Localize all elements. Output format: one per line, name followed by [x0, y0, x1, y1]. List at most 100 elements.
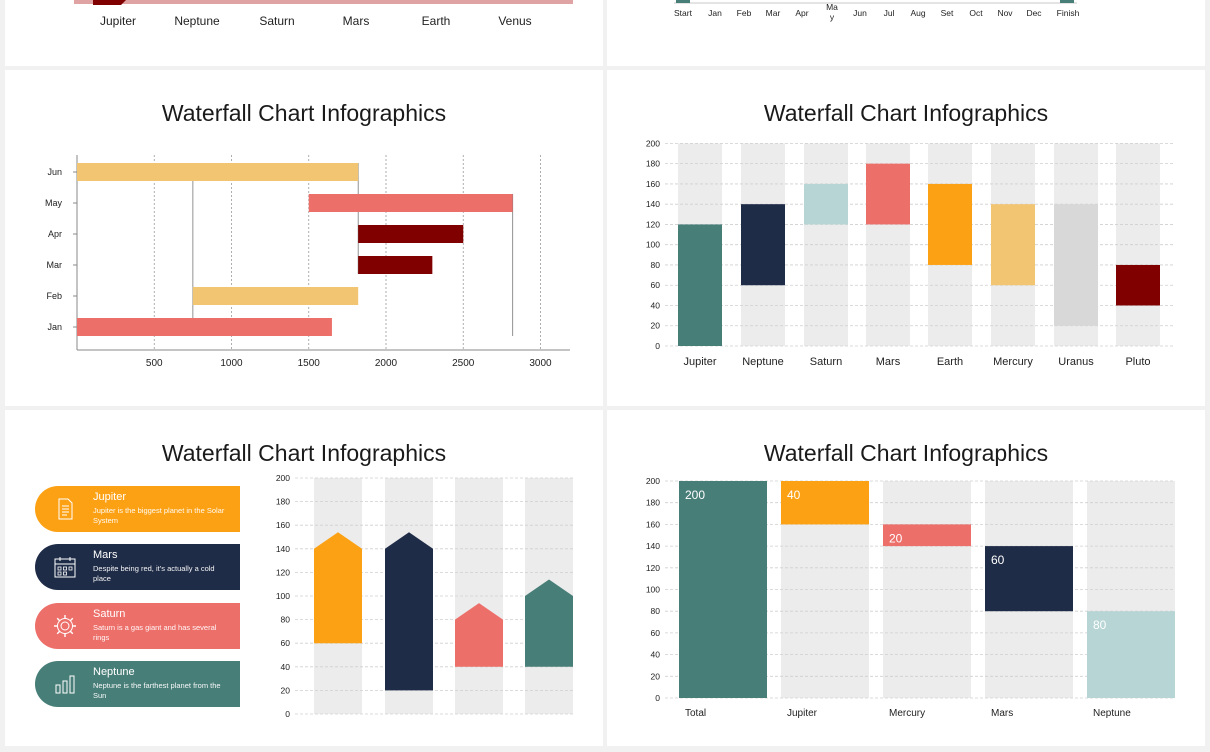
x-tick-label: Saturn: [259, 14, 294, 28]
x-tick-label: Oct: [969, 8, 983, 18]
x-tick-label: Set: [941, 8, 954, 18]
y-tick-label: 160: [646, 519, 660, 529]
x-tick-label: Jul: [884, 8, 895, 18]
y-tick-label: 20: [651, 321, 661, 331]
panel-total-waterfall: Waterfall Chart Infographics 0 20 40 60 80 10…: [607, 410, 1205, 746]
y-tick-label: May: [45, 198, 63, 208]
y-tick-label: 160: [276, 520, 290, 530]
x-tick-label: 500: [146, 358, 163, 369]
y-tick-label: Feb: [46, 291, 62, 301]
x-tick-label: 1500: [298, 358, 321, 369]
chart-p1: Jupiter Neptune Saturn Mars Earth Venus: [74, 0, 573, 28]
y-tick-label: 160: [646, 179, 660, 189]
x-tick-label: Venus: [498, 14, 531, 28]
x-tick-label: Neptune: [742, 356, 784, 368]
bar-saturn: [804, 183, 848, 225]
card-description: Saturn is a gas giant and has several ri…: [93, 623, 217, 642]
x-tick-label: Jun: [853, 8, 867, 18]
y-tick-label: 140: [646, 199, 660, 209]
x-tick-label: Mar: [766, 8, 781, 18]
y-tick-label: 200: [276, 473, 290, 483]
x-tick-label: 1000: [220, 358, 243, 369]
bar-mars: [866, 163, 910, 225]
y-tick-label: 180: [646, 159, 660, 169]
data-label: 80: [1093, 618, 1107, 632]
x-tick-label: Mars: [876, 356, 901, 368]
y-tick-label: 60: [651, 280, 661, 290]
bar-jupiter: [781, 481, 869, 525]
chart-p5: 0 20 40 60 80 100 120 140 160 180 200: [276, 473, 573, 719]
bar-earth: [928, 183, 972, 265]
bar-fragment: [93, 0, 126, 5]
x-tick-label: Aug: [910, 8, 925, 18]
data-label: 60: [991, 553, 1005, 567]
bar-finish-fragment: [1060, 0, 1074, 3]
x-tick-label: Neptune: [174, 14, 220, 28]
bar-mar: [358, 256, 433, 274]
y-tick-label: Apr: [48, 229, 62, 239]
arrow-bar: [455, 603, 503, 667]
x-tick-label: Dec: [1026, 8, 1042, 18]
x-tick-label: Apr: [795, 8, 808, 18]
data-label: 40: [787, 488, 801, 502]
arrow-bar: [385, 532, 433, 691]
chart-title: Waterfall Chart Infographics: [763, 100, 1049, 126]
x-tick-label: Saturn: [810, 356, 842, 368]
y-tick-label: 100: [646, 240, 660, 250]
y-tick-label: 40: [651, 300, 661, 310]
x-tick-label: Mercury: [993, 356, 1033, 368]
card-title: Mars: [93, 549, 118, 561]
y-tick-label: 20: [651, 671, 661, 681]
y-tick-label: Jan: [47, 322, 62, 332]
y-tick-label: 40: [281, 662, 291, 672]
info-card-neptune: Neptune Neptune is the farthest planet fr…: [35, 661, 240, 707]
x-tick-label: Nov: [997, 8, 1013, 18]
panel-top-right: Start Jan Feb Mar Apr Ma y Jun Jul Aug Set Oct Nov De…: [607, 0, 1205, 66]
y-tick-label: 20: [281, 685, 291, 695]
y-tick-label: 140: [646, 541, 660, 551]
panel-top-left: Jupiter Neptune Saturn Mars Earth Venus: [5, 0, 603, 66]
data-label: 200: [685, 488, 705, 502]
y-tick-label: 100: [646, 585, 660, 595]
info-card-saturn: Saturn Saturn is a gas giant and has seve…: [35, 603, 240, 649]
y-tick-label: Mar: [47, 260, 63, 270]
y-tick-label: 100: [276, 591, 290, 601]
document-icon: [53, 497, 77, 521]
bar-start-fragment: [676, 0, 690, 3]
card-title: Saturn: [93, 608, 126, 620]
chart-title: Waterfall Chart Infographics: [161, 440, 447, 466]
bar-feb: [192, 287, 359, 305]
calendar-icon: [53, 555, 77, 579]
y-tick-label: 0: [285, 709, 290, 719]
x-tick-label: Feb: [737, 8, 752, 18]
x-tick-label: 2000: [375, 358, 398, 369]
bar-jupiter: [678, 224, 722, 346]
info-card-jupiter: Jupiter Jupiter is the biggest planet in …: [35, 486, 240, 532]
y-tick-label: 0: [655, 693, 660, 703]
chart-p6: 0 20 40 60 80 100 120 140 160 180 200 200 Total 40 Jup…: [646, 476, 1175, 719]
panel-planets-waterfall: Waterfall Chart Infographics 0 20 40 60 80 10…: [607, 70, 1205, 406]
x-tick-label: Mars: [343, 14, 370, 28]
bar-chart-icon: [53, 672, 77, 696]
chart-p2: Start Jan Feb Mar Apr Ma y Jun Jul Aug Set Oct Nov De…: [674, 0, 1080, 22]
bar-jun: [77, 163, 359, 181]
y-tick-label: 80: [281, 615, 291, 625]
x-tick-label: Earth: [422, 14, 451, 28]
panel-horizontal-waterfall: Waterfall Chart Infographics 500 1000 1500…: [5, 70, 603, 406]
x-tick-label: Pluto: [1125, 356, 1150, 368]
x-tick-label: Start: [674, 8, 693, 18]
arrow-bar: [525, 579, 573, 667]
bar-mercury: [991, 204, 1035, 286]
y-tick-label: 140: [276, 544, 290, 554]
x-tick-label: Ma y: [826, 2, 838, 22]
card-title: Jupiter: [93, 491, 127, 503]
y-tick-label: 80: [651, 260, 661, 270]
chart-title: Waterfall Chart Infographics: [763, 440, 1049, 466]
bar-mercury: [883, 524, 971, 547]
baseline-bar: [74, 0, 573, 4]
chart-title: Waterfall Chart Infographics: [161, 100, 447, 126]
card-description: Neptune is the farthest planet from the …: [93, 681, 221, 700]
bar-uranus: [1054, 204, 1098, 326]
y-tick-label: 40: [651, 650, 661, 660]
y-tick-label: 80: [651, 606, 661, 616]
